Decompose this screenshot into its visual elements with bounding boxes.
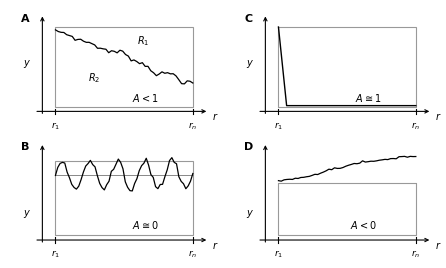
Text: $r_n$: $r_n$ [188,249,198,260]
Text: r: r [435,241,439,251]
Text: C: C [244,14,252,24]
Text: y: y [23,58,29,68]
Bar [278,27,416,107]
Text: $R_1$: $R_1$ [137,34,149,48]
Bar [55,27,193,107]
Text: r: r [435,112,439,122]
Text: $A \cong 0$: $A \cong 0$ [132,218,159,230]
Bar [55,161,193,235]
Text: $A < 0$: $A < 0$ [351,218,377,230]
Text: $r_n$: $r_n$ [411,249,421,260]
Bar [278,183,416,235]
Text: $r_1$: $r_1$ [274,249,283,260]
Text: r: r [212,112,216,122]
Text: $A < 1$: $A < 1$ [132,92,159,104]
Text: D: D [244,142,253,152]
Text: B: B [21,142,29,152]
Text: $r_n$: $r_n$ [188,120,198,132]
Text: $r_1$: $r_1$ [274,120,283,132]
Text: $R_2$: $R_2$ [88,71,100,84]
Text: $r_1$: $r_1$ [51,249,60,260]
Text: $r_1$: $r_1$ [51,120,60,132]
Text: r: r [212,241,216,251]
Text: $r_n$: $r_n$ [411,120,421,132]
Text: y: y [23,208,29,218]
Text: y: y [246,58,252,68]
Text: $A \cong 1$: $A \cong 1$ [355,92,382,104]
Text: A: A [21,14,30,24]
Text: y: y [246,208,252,218]
